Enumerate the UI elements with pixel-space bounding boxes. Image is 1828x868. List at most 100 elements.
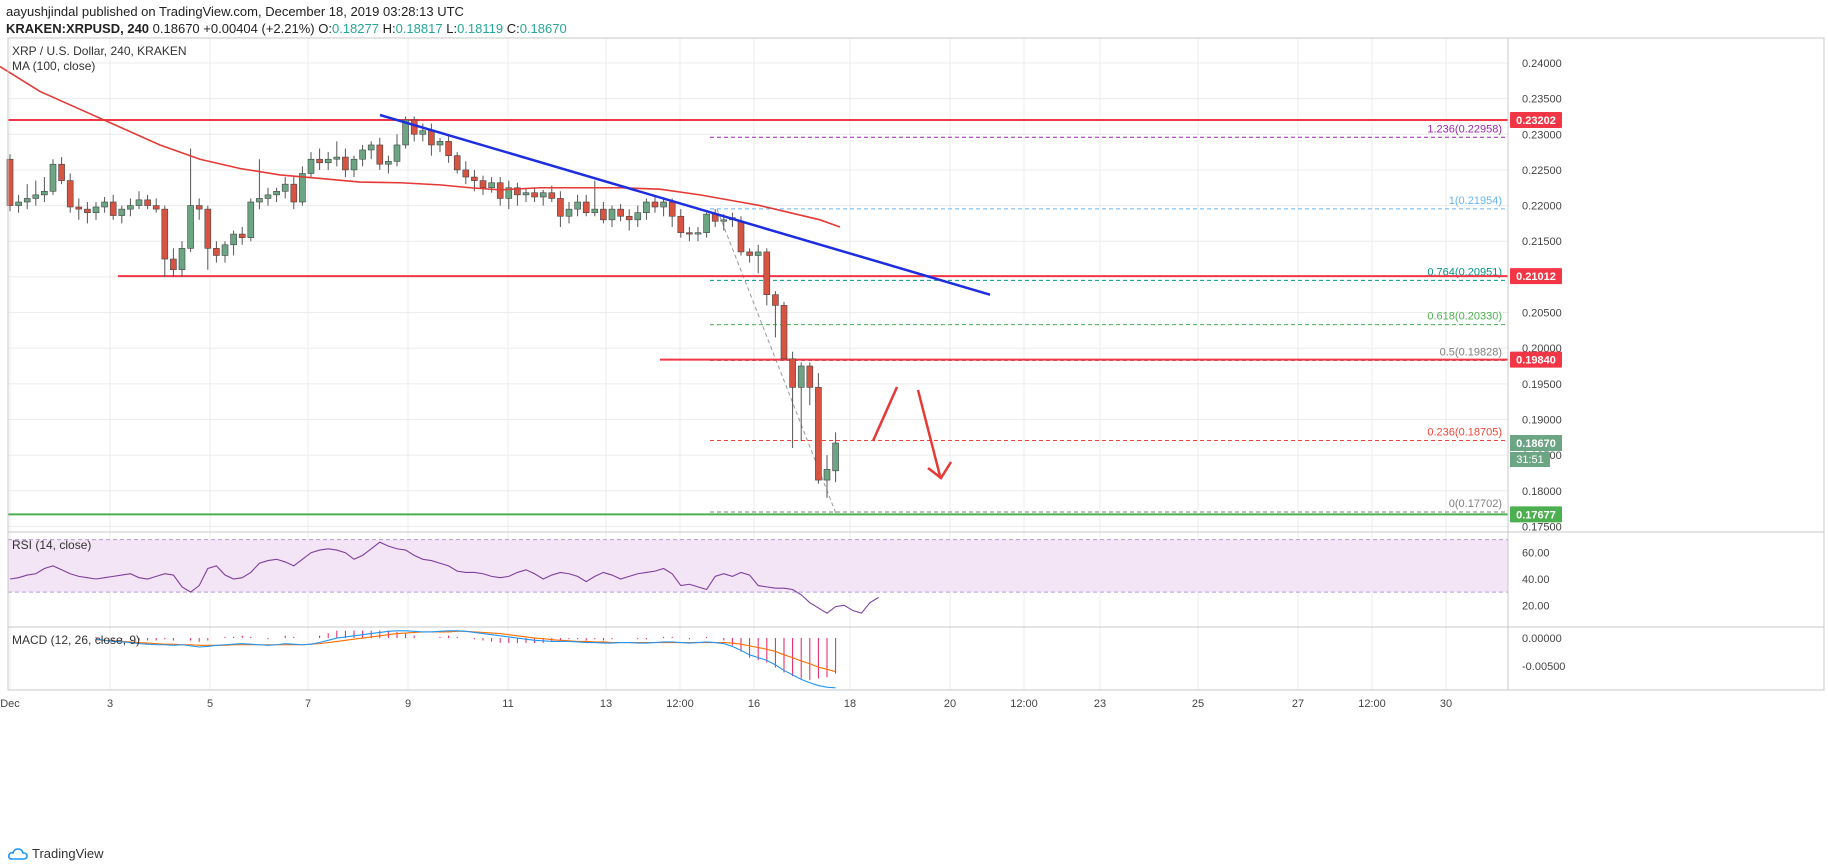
- brand-label: TradingView: [32, 846, 104, 861]
- open-label: O:: [318, 21, 332, 36]
- macd-tick-label: 0.00000: [1522, 633, 1562, 645]
- candle-body: [548, 192, 556, 199]
- rsi-legend: RSI (14, close): [12, 538, 91, 552]
- candle-body: [582, 201, 590, 213]
- labels: 0.23202 0.21012 0.19840 0.17677 0.18670 31:51…: [12, 44, 1562, 647]
- x-tick-label: 12:00: [1358, 698, 1386, 710]
- y-tick-label: 0.22500: [1522, 165, 1562, 177]
- countdown-value: 31:51: [1516, 454, 1544, 466]
- candle-body: [789, 358, 796, 388]
- candle-body: [350, 158, 358, 171]
- candle-body: [41, 191, 48, 196]
- candle-body: [410, 119, 418, 135]
- y-tick-label: 0.24000: [1522, 58, 1562, 70]
- key-level-value: 0.21012: [1516, 271, 1556, 283]
- candle-body: [823, 469, 831, 481]
- candle-body: [634, 212, 642, 221]
- candle-body: [608, 208, 616, 221]
- candle-body: [66, 180, 74, 208]
- candle-body: [75, 206, 83, 210]
- x-tick-label: 13: [600, 698, 612, 710]
- candle-body: [453, 155, 461, 171]
- candle-body: [514, 187, 521, 196]
- candle-body: [462, 169, 470, 178]
- x-tick-label: 20: [944, 698, 956, 710]
- candle-body: [600, 208, 607, 221]
- bearish-trend-line: [379, 113, 991, 296]
- publisher-line: aayushjindal published on TradingView.co…: [6, 4, 464, 19]
- x-tick-label: 27: [1292, 698, 1304, 710]
- candle-body: [152, 205, 160, 210]
- rsi-line: [9, 541, 879, 614]
- close-value: 0.18670: [519, 21, 567, 36]
- down-arrow-head: [927, 461, 953, 480]
- x-tick-label: 11: [502, 698, 513, 710]
- candle-body: [471, 176, 478, 181]
- x-tick-label: 12:00: [1010, 698, 1038, 710]
- fib-label: 0.236(0.18705): [1427, 427, 1502, 439]
- candle-body: [247, 201, 255, 238]
- candle-body: [58, 163, 65, 181]
- rsi-tick-label: 40.00: [1522, 574, 1550, 586]
- y-tick-label: 0.19500: [1522, 379, 1562, 391]
- x-tick-label: 30: [1440, 698, 1452, 710]
- candle-body: [316, 158, 323, 164]
- candle-body: [307, 158, 315, 174]
- candle-body: [144, 199, 151, 206]
- candle-body: [763, 251, 771, 295]
- candle-body: [213, 248, 220, 256]
- tradingview-cloud-icon: [8, 847, 28, 860]
- candle-body: [574, 201, 581, 210]
- x-tick-label: 12:00: [666, 698, 694, 710]
- ma100-line: [0, 65, 841, 228]
- candle-body: [84, 208, 91, 213]
- candle-body: [170, 258, 177, 271]
- candle-body: [488, 182, 495, 189]
- x-tick-label: 25: [1192, 698, 1204, 710]
- candle-body: [49, 163, 57, 192]
- ma-legend: MA (100, close): [12, 59, 95, 73]
- y-tick-label: 0.20500: [1522, 308, 1562, 320]
- candle-body: [479, 180, 487, 189]
- x-tick-label: 5: [207, 698, 213, 710]
- candle-body: [127, 205, 134, 210]
- candle-body: [815, 387, 822, 481]
- x-tick-label: 3: [107, 698, 113, 710]
- high-label: H:: [382, 21, 396, 36]
- candles: [6, 116, 839, 498]
- low-value: 0.18119: [457, 21, 504, 36]
- down-arrow-shaft: [916, 389, 942, 477]
- candle-body: [204, 208, 212, 249]
- close-label: C:: [506, 21, 520, 36]
- candle-body: [264, 194, 272, 199]
- candle-body: [92, 206, 100, 213]
- candle-body: [367, 144, 375, 151]
- candle-body: [625, 215, 633, 221]
- tradingview-logo[interactable]: TradingView: [8, 846, 104, 861]
- open-value: 0.18277: [331, 21, 379, 36]
- candle-body: [746, 251, 753, 256]
- up-arrow: [871, 386, 899, 442]
- macd-legend: MACD (12, 26, close, 9): [12, 633, 140, 647]
- candle-body: [256, 198, 263, 203]
- x-tick-label: 7: [305, 698, 311, 710]
- candle-body: [531, 192, 538, 198]
- candle-body: [15, 201, 22, 206]
- x-tick-label: 18: [844, 698, 856, 710]
- candle-body: [23, 198, 31, 203]
- candle-body: [686, 232, 693, 235]
- candle-body: [797, 365, 805, 388]
- candle-body: [195, 205, 203, 210]
- key-level-value: 0.19840: [1516, 355, 1556, 367]
- key-level-value: 0.23202: [1516, 115, 1556, 127]
- candle-body: [187, 205, 194, 249]
- candle-body: [557, 198, 564, 217]
- key-level-tag: [1510, 351, 1562, 368]
- candle-body: [359, 149, 366, 160]
- candle-body: [720, 219, 728, 222]
- low-label: L:: [446, 21, 458, 36]
- candle-body: [290, 183, 298, 203]
- x-tick-label: 23: [1094, 698, 1106, 710]
- candle-body: [273, 191, 280, 196]
